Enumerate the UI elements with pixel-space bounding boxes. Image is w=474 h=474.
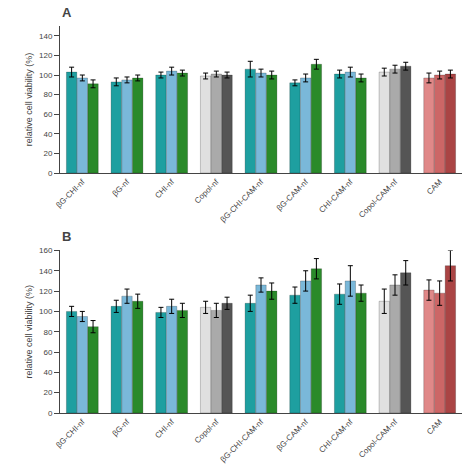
svg-text:CHI-CAM-nf: CHI-CAM-nf: [317, 177, 355, 215]
svg-text:80: 80: [43, 328, 52, 337]
svg-text:βG-CHI-CAM-nf: βG-CHI-CAM-nf: [219, 417, 266, 464]
svg-text:20: 20: [43, 388, 52, 397]
svg-text:CHI-CAM-nf: CHI-CAM-nf: [317, 417, 355, 455]
svg-text:CHI-nf: CHI-nf: [153, 417, 176, 440]
svg-text:Copol-nf: Copol-nf: [193, 417, 221, 445]
svg-text:relative cell viability (%): relative cell viability (%): [24, 285, 34, 379]
svg-text:βG-nf: βG-nf: [111, 417, 132, 438]
svg-text:60: 60: [43, 110, 52, 119]
svg-text:160: 160: [39, 246, 53, 255]
svg-text:0: 0: [48, 169, 53, 178]
svg-text:Copol-CAM-nf: Copol-CAM-nf: [357, 177, 400, 220]
svg-text:βG-CAM-nf: βG-CAM-nf: [275, 177, 311, 213]
svg-text:B: B: [62, 229, 71, 244]
svg-text:60: 60: [43, 348, 52, 357]
svg-text:20: 20: [43, 149, 52, 158]
svg-text:100: 100: [39, 71, 53, 80]
svg-text:120: 120: [39, 51, 53, 60]
svg-text:CAM: CAM: [425, 177, 444, 196]
svg-text:βG-CHI-CAM-nf: βG-CHI-CAM-nf: [219, 177, 266, 224]
svg-text:140: 140: [39, 267, 53, 276]
svg-text:A: A: [62, 5, 72, 20]
svg-text:120: 120: [39, 287, 53, 296]
svg-text:Copol-CAM-nf: Copol-CAM-nf: [357, 417, 400, 460]
svg-text:40: 40: [43, 368, 52, 377]
svg-text:CHI-nf: CHI-nf: [153, 177, 176, 200]
svg-text:βG-nf: βG-nf: [111, 177, 132, 198]
svg-text:relative cell viability (%): relative cell viability (%): [24, 53, 34, 147]
svg-text:βG-CAM-nf: βG-CAM-nf: [275, 417, 311, 453]
svg-text:40: 40: [43, 130, 52, 139]
svg-text:βG-CHI-nf: βG-CHI-nf: [54, 177, 87, 210]
svg-text:βG-CHI-nf: βG-CHI-nf: [54, 417, 87, 450]
svg-text:140: 140: [39, 32, 53, 41]
svg-text:100: 100: [39, 307, 53, 316]
svg-text:Copol-nf: Copol-nf: [193, 177, 221, 205]
svg-text:80: 80: [43, 90, 52, 99]
svg-text:0: 0: [48, 409, 53, 418]
svg-text:CAM: CAM: [425, 417, 444, 436]
